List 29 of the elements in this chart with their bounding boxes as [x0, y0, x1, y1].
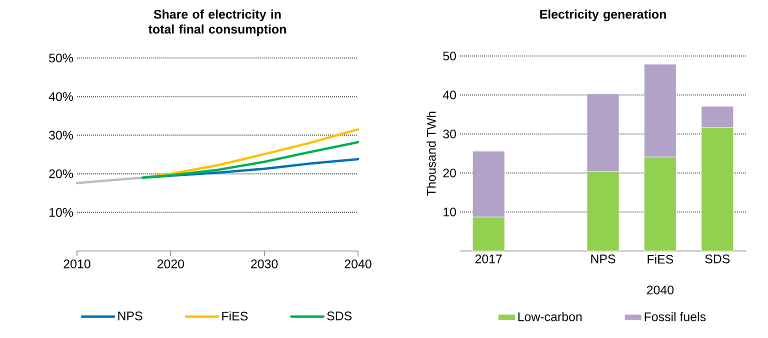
- y-tick-label: 40%: [48, 92, 74, 102]
- x-tick-label: 2040: [344, 260, 372, 268]
- x-tick-label: SDS: [705, 254, 730, 264]
- x-tick-label: NPS: [591, 254, 616, 264]
- line-series: [141, 128, 360, 179]
- y-tick-label: 10: [444, 208, 456, 216]
- legend-label: Low-carbon: [518, 312, 582, 322]
- y-tick-label: 50%: [49, 54, 74, 62]
- chart-title: Electricity generation: [540, 10, 666, 22]
- x-tick-label: 2017: [475, 254, 502, 264]
- text: 2040: [646, 286, 674, 294]
- y-tick-label: 50: [443, 52, 456, 60]
- y-tick-label: 30%: [49, 130, 74, 140]
- chart-title: Share of electricity in total final consumption: [148, 10, 286, 36]
- x-tick-label: 2020: [157, 260, 184, 268]
- y-axis-title: Thousand TWh: [426, 112, 436, 196]
- legend-label: NPS: [118, 312, 142, 320]
- x-tick-label: FiES: [648, 254, 674, 264]
- x-tick-label: 2030: [251, 260, 278, 268]
- x-tick-label: 2010: [64, 260, 90, 268]
- legend-label: SDS: [327, 312, 352, 320]
- y-tick-label: 10%: [50, 208, 74, 217]
- y-tick-label: 30: [443, 130, 456, 138]
- legend-label: Fossil fuels: [644, 312, 706, 322]
- y-tick-label: 40: [442, 90, 456, 100]
- legend-label: FiES: [222, 311, 248, 321]
- y-tick-label: 20: [443, 168, 456, 178]
- line-series: [141, 140, 360, 179]
- y-tick-label: 20%: [49, 169, 74, 178]
